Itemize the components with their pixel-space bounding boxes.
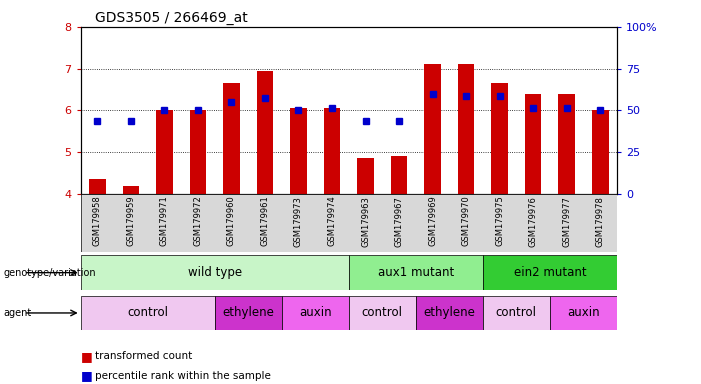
Bar bbox=[123, 185, 139, 194]
Text: control: control bbox=[362, 306, 403, 319]
Bar bbox=[558, 94, 575, 194]
Text: GSM179975: GSM179975 bbox=[495, 196, 504, 247]
Bar bbox=[483, 255, 617, 290]
Bar bbox=[357, 159, 374, 194]
Text: auxin: auxin bbox=[299, 306, 332, 319]
Text: control: control bbox=[496, 306, 537, 319]
Bar bbox=[257, 71, 273, 194]
Bar bbox=[223, 83, 240, 194]
Text: ethylene: ethylene bbox=[423, 306, 475, 319]
Text: ■: ■ bbox=[81, 350, 93, 363]
Bar bbox=[390, 156, 407, 194]
Text: GSM179963: GSM179963 bbox=[361, 196, 370, 247]
Text: GSM179967: GSM179967 bbox=[395, 196, 404, 247]
Bar bbox=[349, 296, 416, 330]
Text: GDS3505 / 266469_at: GDS3505 / 266469_at bbox=[95, 11, 247, 25]
Bar bbox=[81, 255, 349, 290]
Text: GSM179969: GSM179969 bbox=[428, 196, 437, 247]
Bar bbox=[349, 255, 483, 290]
Bar bbox=[424, 65, 441, 194]
Text: GSM179974: GSM179974 bbox=[327, 196, 336, 247]
Text: aux1 mutant: aux1 mutant bbox=[378, 266, 454, 279]
Text: ■: ■ bbox=[81, 369, 93, 382]
Text: GSM179959: GSM179959 bbox=[126, 196, 135, 246]
Text: auxin: auxin bbox=[567, 306, 599, 319]
Text: genotype/variation: genotype/variation bbox=[4, 268, 96, 278]
Text: percentile rank within the sample: percentile rank within the sample bbox=[95, 371, 271, 381]
Text: GSM179978: GSM179978 bbox=[596, 196, 605, 247]
Bar bbox=[550, 296, 617, 330]
Bar bbox=[525, 94, 541, 194]
Text: ethylene: ethylene bbox=[222, 306, 274, 319]
Bar bbox=[483, 296, 550, 330]
Bar bbox=[282, 296, 349, 330]
Bar bbox=[491, 83, 508, 194]
Bar bbox=[81, 296, 215, 330]
Text: GSM179976: GSM179976 bbox=[529, 196, 538, 247]
Text: GSM179960: GSM179960 bbox=[227, 196, 236, 247]
Text: transformed count: transformed count bbox=[95, 351, 192, 361]
Text: agent: agent bbox=[4, 308, 32, 318]
Text: wild type: wild type bbox=[188, 266, 242, 279]
Text: ein2 mutant: ein2 mutant bbox=[514, 266, 586, 279]
Text: GSM179970: GSM179970 bbox=[461, 196, 470, 247]
Text: GSM179973: GSM179973 bbox=[294, 196, 303, 247]
Text: control: control bbox=[127, 306, 168, 319]
Bar bbox=[89, 179, 106, 194]
Text: GSM179961: GSM179961 bbox=[261, 196, 269, 247]
Bar bbox=[592, 111, 608, 194]
Text: GSM179972: GSM179972 bbox=[193, 196, 203, 247]
Bar bbox=[290, 108, 307, 194]
Text: GSM179958: GSM179958 bbox=[93, 196, 102, 247]
Text: GSM179971: GSM179971 bbox=[160, 196, 169, 247]
Bar bbox=[324, 108, 341, 194]
Bar bbox=[458, 65, 475, 194]
Bar bbox=[416, 296, 483, 330]
Text: GSM179977: GSM179977 bbox=[562, 196, 571, 247]
Bar bbox=[189, 111, 206, 194]
Bar bbox=[215, 296, 282, 330]
Bar bbox=[156, 111, 172, 194]
